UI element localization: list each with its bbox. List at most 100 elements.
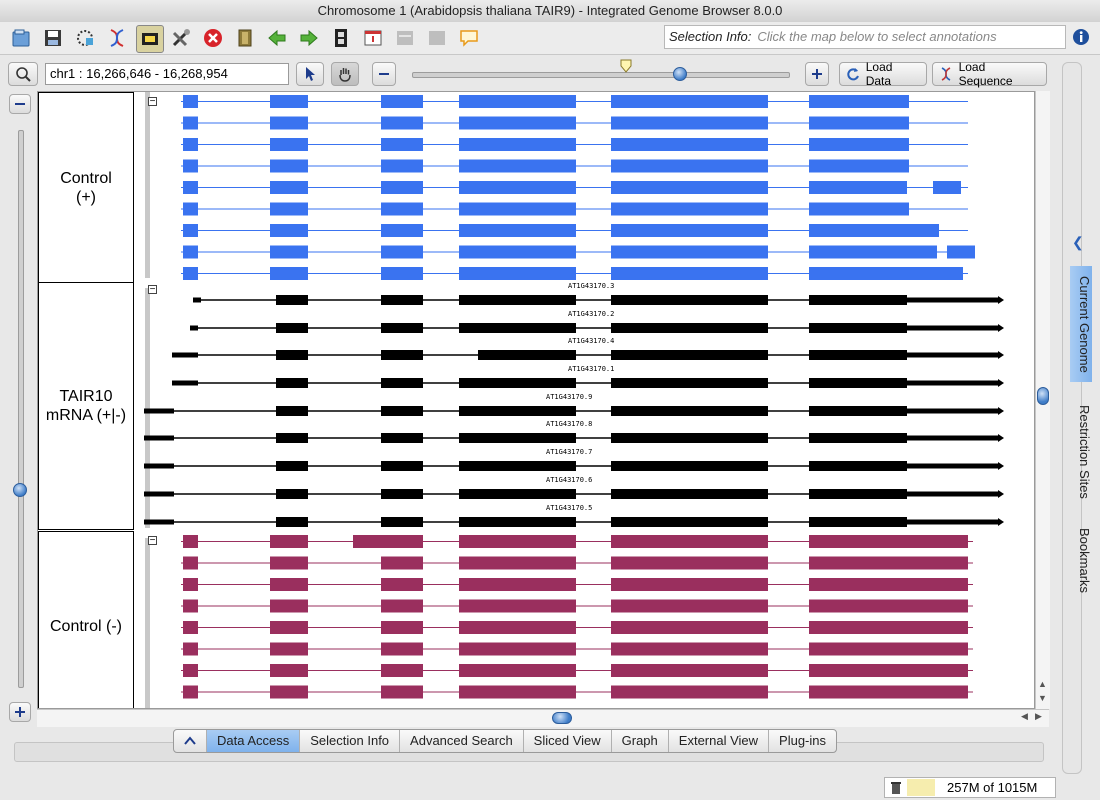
- strand-arrow-icon[interactable]: [998, 462, 1004, 470]
- tab-external-view[interactable]: External View: [667, 730, 768, 752]
- transcript-exon[interactable]: [459, 378, 576, 388]
- strand-arrow-icon[interactable]: [998, 434, 1004, 442]
- bookmark-icon[interactable]: [232, 25, 258, 51]
- transcript-exon[interactable]: [809, 378, 907, 388]
- strand-arrow-icon[interactable]: [998, 407, 1004, 415]
- transcript-exon[interactable]: [809, 461, 907, 471]
- transcript-utr[interactable]: [907, 352, 1000, 358]
- read-exon-block[interactable]: [809, 556, 968, 570]
- read-exon-block[interactable]: [947, 245, 975, 259]
- read-exon-block[interactable]: [270, 599, 308, 613]
- tab-advanced-search[interactable]: Advanced Search: [399, 730, 523, 752]
- read-exon-block[interactable]: [183, 116, 198, 130]
- vertical-scrollbar[interactable]: ▲ ▼: [1035, 91, 1050, 709]
- transcript-utr[interactable]: [907, 435, 1000, 441]
- read-exon-block[interactable]: [909, 267, 963, 280]
- transcript-utr[interactable]: [172, 380, 198, 386]
- read-exon-block[interactable]: [183, 685, 198, 699]
- transcript-exon[interactable]: [381, 517, 423, 527]
- hand-scroll-button[interactable]: [331, 62, 359, 86]
- track-canvas[interactable]: AT1G43170.3 AT1G43170.2 AT1G43170.4 AT1G431…: [38, 92, 1034, 708]
- strand-arrow-icon[interactable]: [998, 490, 1004, 498]
- read-exon-block[interactable]: [270, 116, 308, 130]
- transcript-utr[interactable]: [144, 408, 174, 414]
- read-exon-block[interactable]: [381, 202, 423, 216]
- horizontal-zoom-knob[interactable]: [673, 67, 687, 81]
- read-exon-block[interactable]: [381, 685, 423, 699]
- read-exon-block[interactable]: [183, 664, 198, 677]
- transcript-exon[interactable]: [381, 295, 423, 305]
- read-exon-block[interactable]: [381, 95, 423, 108]
- tab-graph[interactable]: Graph: [610, 730, 668, 752]
- genome-track-panel[interactable]: Control (+) TAIR10 mRNA (+|-) Control (-…: [37, 91, 1035, 709]
- vertical-zoom-in-button[interactable]: [9, 702, 31, 722]
- film-icon[interactable]: [328, 25, 354, 51]
- comment-icon[interactable]: [456, 25, 482, 51]
- read-exon-block[interactable]: [809, 267, 909, 280]
- transcript-utr[interactable]: [907, 380, 1000, 386]
- transcript-exon[interactable]: [611, 350, 768, 360]
- transcript-exon[interactable]: [381, 323, 423, 333]
- save-icon[interactable]: [40, 25, 66, 51]
- transcript-exon[interactable]: [276, 406, 308, 416]
- transcript-exon[interactable]: [459, 489, 576, 499]
- read-exon-block[interactable]: [611, 621, 768, 634]
- transcript-exon[interactable]: [611, 378, 768, 388]
- strand-arrow-icon[interactable]: [998, 379, 1004, 387]
- read-exon-block[interactable]: [381, 159, 423, 173]
- read-exon-block[interactable]: [611, 267, 768, 280]
- transcript-exon[interactable]: [276, 517, 308, 527]
- dna-icon[interactable]: [104, 25, 130, 51]
- transcript-utr[interactable]: [907, 463, 1000, 469]
- transcript-exon[interactable]: [809, 323, 907, 333]
- select-arrow-button[interactable]: [296, 62, 324, 86]
- read-exon-block[interactable]: [459, 267, 576, 280]
- read-exon-block[interactable]: [270, 159, 308, 173]
- read-exon-block[interactable]: [270, 556, 308, 570]
- read-exon-block[interactable]: [611, 159, 768, 173]
- read-exon-block[interactable]: [809, 664, 968, 677]
- transcript-utr[interactable]: [193, 297, 201, 303]
- strand-arrow-icon[interactable]: [998, 296, 1004, 304]
- read-exon-block[interactable]: [381, 556, 423, 570]
- read-exon-block[interactable]: [809, 535, 968, 548]
- read-exon-block[interactable]: [809, 116, 909, 130]
- scroll-up-icon[interactable]: ▲: [1038, 679, 1047, 689]
- read-exon-block[interactable]: [459, 664, 576, 677]
- read-exon-block[interactable]: [459, 535, 576, 548]
- read-exon-block[interactable]: [459, 224, 576, 237]
- read-exon-block[interactable]: [611, 556, 768, 570]
- transcript-exon[interactable]: [381, 406, 423, 416]
- read-exon-block[interactable]: [809, 685, 968, 699]
- zoom-out-button[interactable]: [372, 62, 396, 86]
- read-exon-block[interactable]: [611, 664, 768, 677]
- read-exon-block[interactable]: [270, 535, 308, 548]
- vertical-zoom-knob[interactable]: [13, 483, 27, 497]
- read-exon-block[interactable]: [611, 578, 768, 591]
- transcript-exon[interactable]: [276, 295, 308, 305]
- read-exon-block[interactable]: [809, 181, 907, 194]
- transcript-exon[interactable]: [276, 323, 308, 333]
- read-exon-block[interactable]: [611, 535, 768, 548]
- horizontal-scroll-thumb[interactable]: [552, 712, 572, 724]
- read-exon-block[interactable]: [909, 245, 937, 259]
- read-exon-block[interactable]: [183, 621, 198, 634]
- read-exon-block[interactable]: [381, 181, 423, 194]
- tab-collapse-toggle[interactable]: [174, 730, 206, 752]
- strand-arrow-icon[interactable]: [998, 351, 1004, 359]
- vertical-zoom-out-button[interactable]: [9, 94, 31, 114]
- transcript-exon[interactable]: [276, 433, 308, 443]
- load-data-button[interactable]: Load Data: [839, 60, 927, 88]
- read-exon-block[interactable]: [183, 181, 198, 194]
- screenshot-icon[interactable]: [136, 25, 164, 53]
- read-exon-block[interactable]: [611, 224, 768, 237]
- transcript-exon[interactable]: [611, 406, 768, 416]
- transcript-exon[interactable]: [809, 489, 907, 499]
- transcript-exon[interactable]: [809, 295, 907, 305]
- tab-sliced-view[interactable]: Sliced View: [522, 730, 611, 752]
- load-sequence-button[interactable]: Load Sequence: [932, 60, 1047, 88]
- read-exon-block[interactable]: [183, 159, 198, 173]
- transcript-utr[interactable]: [144, 463, 174, 469]
- read-exon-block[interactable]: [459, 599, 576, 613]
- read-exon-block[interactable]: [381, 599, 423, 613]
